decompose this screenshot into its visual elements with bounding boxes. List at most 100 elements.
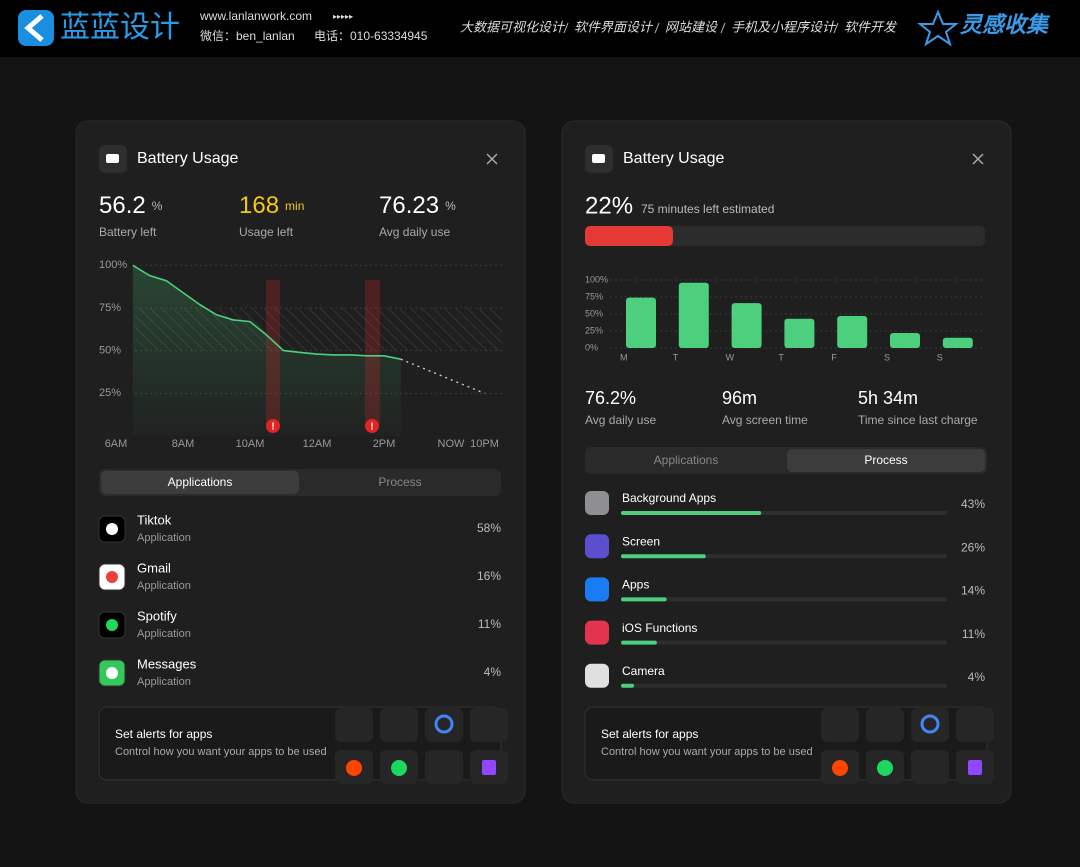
- close-button[interactable]: [486, 153, 498, 165]
- y-tick-label: 0%: [585, 342, 598, 352]
- app-tile: [425, 750, 463, 784]
- alert-title: Set alerts for apps: [601, 727, 698, 741]
- tag: 灵感收集: [960, 12, 1051, 37]
- process-name: iOS Functions: [622, 621, 697, 635]
- stat-number: 168: [239, 192, 279, 219]
- process-icon: [585, 577, 609, 602]
- app-glyph: [106, 571, 118, 583]
- bar: [626, 297, 656, 348]
- logo-mark: [18, 10, 54, 46]
- x-tick-label: S: [884, 352, 890, 362]
- x-tick-label: 6AM: [105, 438, 128, 450]
- app-tile: [821, 708, 859, 742]
- alert-subtitle: Control how you want your apps to be use…: [115, 746, 327, 758]
- process-track: [621, 597, 947, 602]
- battery-fill: [585, 226, 673, 246]
- y-tick-label: 75%: [99, 302, 121, 314]
- x-tick-label: T: [673, 352, 679, 362]
- app-name: Gmail: [137, 560, 171, 575]
- x-tick-label: M: [620, 352, 628, 362]
- stat-number: 56.2: [99, 192, 146, 219]
- separator: [833, 22, 839, 34]
- close-stroke: [486, 153, 498, 165]
- y-tick-label: 50%: [585, 308, 603, 318]
- alert-marker: [365, 419, 379, 433]
- close-button[interactable]: [972, 153, 984, 165]
- reddit-icon: [832, 760, 848, 776]
- spotify-icon: [391, 760, 407, 776]
- y-tick-label: 25%: [99, 387, 121, 399]
- x-tick-label: S: [937, 352, 943, 362]
- header-bar: [0, 0, 1080, 57]
- process-name: Background Apps: [622, 491, 716, 505]
- x-tick-label: 8AM: [172, 438, 195, 450]
- separator: [563, 22, 569, 34]
- x-tick-label: 10AM: [236, 438, 265, 450]
- tab[interactable]: Applications: [654, 453, 719, 467]
- battery-glyph: [106, 154, 119, 163]
- service: 软件开发: [844, 19, 898, 34]
- stat-value: 76.23%: [379, 192, 456, 219]
- tab[interactable]: Process: [378, 475, 421, 489]
- bar: [837, 316, 868, 348]
- process-name: Apps: [622, 578, 649, 592]
- stat-label: Usage left: [239, 225, 294, 239]
- alert-subtitle: Control how you want your apps to be use…: [601, 746, 813, 758]
- app-tile: [911, 708, 949, 742]
- bar: [784, 318, 815, 348]
- app-tile: [425, 708, 463, 742]
- process-bar: [621, 511, 762, 515]
- wechat: 微信：ben_lanlan: [200, 29, 295, 43]
- process-share: 14%: [961, 584, 985, 598]
- alert-marker: [266, 419, 280, 433]
- process-share: 4%: [968, 670, 986, 684]
- stat-number: 76.23: [379, 192, 439, 219]
- usage-line: [132, 264, 401, 360]
- brand: 蓝蓝设计: [60, 11, 180, 44]
- tag-icon: [917, 9, 959, 47]
- app-glyph: [106, 619, 118, 631]
- battery-glyph: [592, 154, 605, 163]
- process-icon: [585, 491, 609, 515]
- bar: [942, 337, 973, 348]
- stat-value: 168 min: [239, 192, 304, 219]
- stat-unit: %: [445, 199, 456, 213]
- phone: 电话：010-63334945: [314, 29, 428, 43]
- process-icon: [585, 534, 609, 559]
- tab[interactable]: Process: [864, 453, 907, 467]
- stat-value: 96m: [722, 388, 757, 408]
- app-glyph: [106, 523, 118, 535]
- x-tick-label: F: [831, 352, 837, 362]
- tab-active: [787, 449, 985, 472]
- url: www.lanlanwork.com: [199, 9, 312, 23]
- app-kind: Application: [137, 532, 191, 544]
- service: 网站建设: [665, 19, 719, 34]
- alert-icon: !: [271, 422, 274, 433]
- stat-label: Avg daily use: [585, 413, 656, 427]
- app-name: Tiktok: [137, 512, 172, 527]
- app-tile: [335, 708, 373, 742]
- alert-band: [365, 280, 380, 425]
- app-tile: [470, 708, 508, 742]
- process-name: Screen: [622, 534, 660, 548]
- process-track: [621, 640, 947, 645]
- service: 软件界面设计: [574, 19, 654, 34]
- app-tile: [956, 708, 994, 742]
- close-stroke: [972, 153, 984, 165]
- app-tile: [911, 750, 949, 784]
- stat-value: 76.2%: [585, 388, 636, 408]
- x-tick-label: 10PM: [470, 438, 499, 450]
- app-share: 16%: [477, 569, 501, 583]
- app-share: 4%: [484, 665, 502, 679]
- y-tick-label: 75%: [585, 291, 603, 301]
- y-tick-label: 100%: [585, 274, 608, 284]
- app-share: 11%: [478, 617, 501, 631]
- tab[interactable]: Applications: [168, 475, 233, 489]
- y-tick-label: 100%: [99, 259, 127, 271]
- estimate: 75 minutes left estimated: [641, 202, 774, 216]
- app-kind: Application: [137, 628, 191, 640]
- process-share: 11%: [962, 627, 985, 641]
- service: 手机及小程序设计: [731, 19, 837, 34]
- separator: [654, 22, 660, 34]
